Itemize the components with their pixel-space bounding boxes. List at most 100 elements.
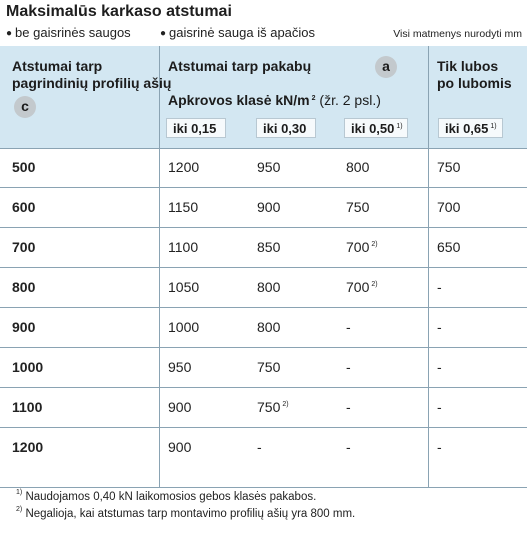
load-class-ref: (žr. 2 psl.): [315, 92, 381, 108]
cell-load-065: 700: [437, 187, 460, 227]
cell-load-015: 1100: [168, 227, 198, 267]
cell-value: -: [346, 439, 351, 455]
cell-value: 950: [168, 359, 192, 375]
cell-load-065: -: [437, 427, 442, 467]
cell-value: 750: [437, 159, 461, 175]
cell-load-050: -: [346, 307, 353, 347]
cell-load-030: -: [257, 427, 264, 467]
cell-load-030: 750: [257, 347, 282, 387]
pill-label: iki 0,15: [173, 121, 217, 136]
pill-label: iki 0,50: [351, 121, 395, 136]
cell-load-050: 800: [346, 147, 371, 187]
cell-value: 700: [346, 239, 370, 255]
cell-load-065: -: [437, 307, 442, 347]
bullet-icon: ●: [6, 28, 13, 39]
pill-footnote-mark: 1): [490, 123, 497, 130]
cell-load-030: 950: [257, 147, 282, 187]
load-class-pill: iki 0,30: [256, 118, 316, 138]
cell-value: 1100: [168, 239, 199, 255]
table-row: 1200 900 - - -: [0, 427, 527, 467]
footnote-2: 2) Negalioja, kai atstumas tarp montavim…: [14, 506, 356, 520]
cell-value: 1150: [168, 199, 199, 215]
units-note: Visi matmenys nurodyti mm: [393, 28, 522, 40]
cell-load-065: 650: [437, 227, 460, 267]
header-col2-title: Atstumai tarp pakabų: [168, 58, 312, 74]
footnote-mark: 2): [16, 506, 23, 513]
cell-load-050: -: [346, 387, 353, 427]
cell-value: 900: [12, 319, 36, 335]
cell-load-015: 1000: [168, 307, 199, 347]
cell-value: 900: [257, 199, 281, 215]
cell-load-065: -: [437, 387, 442, 427]
cell-load-015: 1200: [168, 147, 199, 187]
cell-load-015: 900: [168, 387, 191, 427]
cell-value: -: [437, 359, 442, 375]
cell-load-015: 1050: [168, 267, 199, 307]
table-row: 600 1150 900 750 700: [0, 187, 527, 227]
load-class-text: Apkrovos klasė kN/m: [168, 92, 310, 108]
header-col3-line1: Tik lubos: [437, 58, 499, 74]
row-divider: [0, 427, 527, 428]
table-row: 700 1100 850 700 2) 650: [0, 227, 527, 267]
cell-value: 800: [257, 279, 281, 295]
cell-load-065: -: [437, 347, 442, 387]
cell-load-065: -: [437, 267, 442, 307]
table-row: 1000 950 750 - -: [0, 347, 527, 387]
header-col1-line1: Atstumai tarp: [12, 58, 103, 74]
legend-item-no-fire: ● be gaisrinės saugos: [6, 25, 131, 40]
cell-load-050: -: [346, 347, 353, 387]
cell-spacing-c: 600: [12, 187, 35, 227]
legend-label: gaisrinė sauga iš apačios: [169, 25, 316, 40]
column-divider: [159, 46, 160, 487]
table-row: 900 1000 800 - -: [0, 307, 527, 347]
cell-value: -: [257, 439, 262, 455]
cell-spacing-c: 1100: [12, 387, 42, 427]
cell-load-050: 700 2): [346, 227, 378, 267]
cell-value: 750: [257, 359, 281, 375]
badge-a: a: [375, 56, 397, 78]
column-divider: [428, 46, 429, 487]
page-title: Maksimalūs karkaso atstumai: [6, 3, 232, 20]
header-col1-line2: pagrindinių profilių ašių: [12, 75, 172, 91]
footnote-mark: 1): [16, 489, 23, 496]
row-divider: [0, 227, 527, 228]
table-row: 800 1050 800 700 2) -: [0, 267, 527, 307]
cell-value: 800: [257, 319, 281, 335]
cell-value: 700: [12, 239, 36, 255]
cell-value: -: [346, 319, 351, 335]
cell-value: 800: [12, 279, 36, 295]
cell-spacing-c: 1200: [12, 427, 43, 467]
cell-load-030: 900: [257, 187, 282, 227]
cell-value: 950: [257, 159, 281, 175]
cell-load-030: 800: [257, 307, 282, 347]
cell-load-050: 700 2): [346, 267, 378, 307]
header-divider: [0, 148, 527, 149]
cell-footnote-mark: 2): [371, 281, 378, 288]
row-divider: [0, 387, 527, 388]
cell-value: -: [346, 359, 351, 375]
legend-item-fire: ● gaisrinė sauga iš apačios: [160, 25, 315, 40]
cell-spacing-c: 700: [12, 227, 35, 267]
cell-value: 600: [12, 199, 36, 215]
cell-value: 1050: [168, 279, 200, 295]
header-col3-line2: po lubomis: [437, 75, 512, 91]
cell-spacing-c: 800: [12, 267, 35, 307]
cell-value: 700: [346, 279, 370, 295]
cell-load-050: -: [346, 427, 353, 467]
cell-value: 1000: [168, 319, 200, 335]
row-divider: [0, 187, 527, 188]
load-class-pill: iki 0,65 1): [438, 118, 503, 138]
cell-value: 750: [257, 399, 281, 415]
spacing-table: Atstumai tarp pagrindinių profilių ašių …: [0, 46, 527, 488]
badge-c: c: [14, 96, 36, 118]
cell-load-050: 750: [346, 187, 371, 227]
pill-footnote-mark: 1): [396, 123, 403, 130]
row-divider: [0, 267, 527, 268]
cell-value: 1200: [12, 439, 44, 455]
footnote-text: Negalioja, kai atstumas tarp montavimo p…: [25, 508, 356, 520]
footnote-text: Naudojamos 0,40 kN laikomosios gebos kla…: [25, 491, 317, 503]
cell-value: 850: [257, 239, 281, 255]
cell-load-015: 950: [168, 347, 191, 387]
footnote-1: 1) Naudojamos 0,40 kN laikomosios gebos …: [14, 489, 317, 503]
load-class-pill: iki 0,15: [166, 118, 226, 138]
